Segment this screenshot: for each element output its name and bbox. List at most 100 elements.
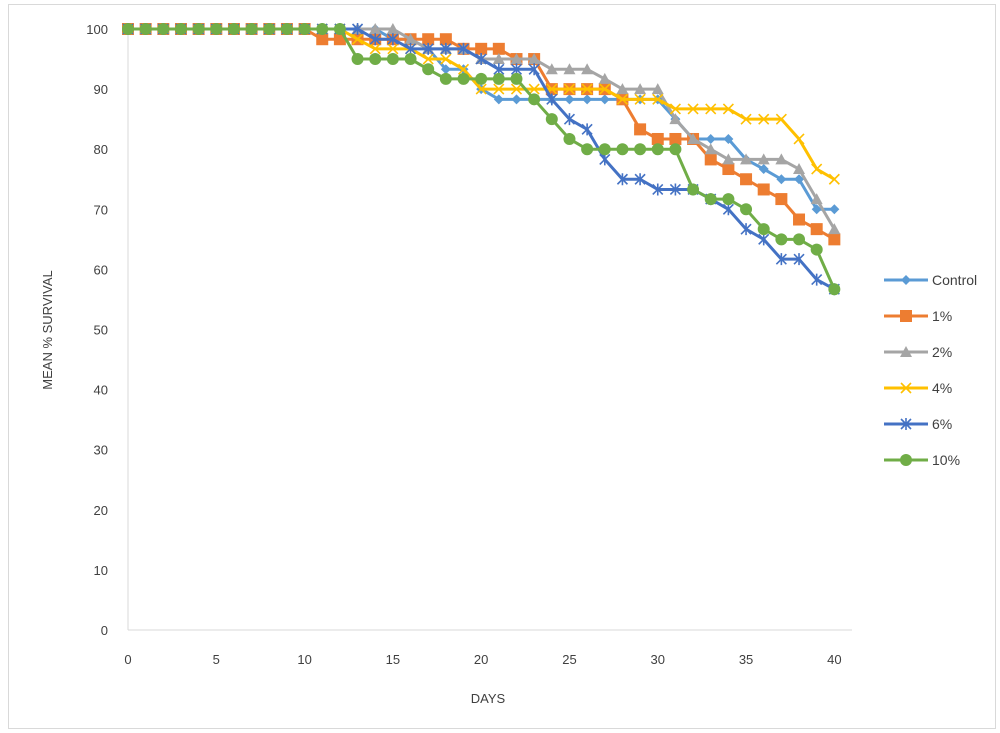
- data-point-4pct: [652, 93, 664, 105]
- data-point-2pct: [704, 143, 717, 155]
- data-point-1pct: [828, 233, 841, 246]
- data-point-6pct: [722, 203, 734, 216]
- legend-item-6pct: 6%: [884, 416, 952, 432]
- data-point-6pct: [652, 183, 664, 196]
- data-point-10pct: [545, 113, 558, 126]
- data-point-6pct: [758, 233, 770, 246]
- y-tick-label: 90: [94, 82, 108, 97]
- data-point-1pct: [810, 223, 823, 236]
- data-point-4pct: [634, 93, 646, 105]
- data-point-10pct: [139, 23, 152, 35]
- data-point-2pct: [775, 153, 788, 165]
- data-point-2pct: [634, 83, 647, 95]
- y-axis-title: MEAN % SURVIVAL: [40, 270, 55, 389]
- data-point-4pct: [669, 103, 681, 115]
- data-point-6pct: [563, 113, 576, 126]
- data-point-10pct: [439, 72, 452, 85]
- legend-label: Control: [932, 272, 977, 288]
- legend-item-4pct: 4%: [884, 380, 952, 396]
- data-point-10pct: [122, 23, 134, 35]
- data-point-10pct: [828, 283, 841, 296]
- data-point-control: [811, 204, 822, 215]
- data-point-6pct: [616, 173, 629, 186]
- data-point-control: [511, 94, 522, 105]
- legend-item-1pct: 1%: [884, 308, 952, 324]
- data-point-10pct: [174, 23, 187, 35]
- x-tick-label: 15: [386, 652, 400, 667]
- data-point-10pct: [333, 23, 346, 35]
- data-point-10pct: [369, 53, 382, 66]
- data-point-6pct: [475, 53, 487, 66]
- data-point-1pct: [475, 42, 488, 55]
- data-point-6pct: [351, 23, 364, 35]
- data-point-6pct: [811, 273, 823, 286]
- legend-label: 6%: [932, 416, 952, 432]
- data-point-4pct: [722, 103, 734, 115]
- legend: Control 1% 2% 4% 6% 10%: [884, 272, 977, 468]
- data-point-10pct: [810, 243, 823, 256]
- data-point-control: [564, 94, 575, 105]
- data-point-1pct: [316, 33, 329, 46]
- data-point-10pct: [651, 143, 664, 156]
- data-point-1pct: [422, 33, 435, 46]
- data-point-4pct: [828, 173, 840, 185]
- data-point-10pct: [457, 72, 470, 85]
- data-point-4pct: [581, 83, 593, 95]
- series-10pct: [122, 23, 841, 296]
- data-point-10pct: [316, 23, 329, 35]
- data-point-10pct: [492, 72, 505, 85]
- data-point-2pct: [722, 153, 735, 165]
- data-point-4pct: [705, 103, 717, 115]
- legend-marker-6pct: [900, 418, 912, 430]
- data-point-4pct: [528, 83, 540, 95]
- data-point-1pct: [651, 132, 664, 145]
- data-point-2pct: [581, 63, 594, 75]
- data-point-2pct: [616, 83, 629, 95]
- data-point-6pct: [669, 183, 681, 196]
- data-point-2pct: [369, 23, 382, 34]
- data-point-control: [829, 204, 840, 215]
- data-point-4pct: [510, 83, 523, 95]
- axes: [127, 29, 852, 631]
- data-point-10pct: [422, 63, 435, 76]
- data-point-1pct: [669, 132, 682, 145]
- data-point-6pct: [793, 253, 805, 266]
- data-point-4pct: [387, 43, 399, 55]
- data-point-1pct: [722, 163, 735, 176]
- data-point-2pct: [492, 53, 505, 65]
- data-point-6pct: [369, 33, 381, 46]
- data-point-2pct: [687, 132, 700, 144]
- data-point-10pct: [510, 72, 523, 85]
- data-point-6pct: [387, 33, 399, 46]
- data-point-4pct: [422, 53, 434, 65]
- data-point-4pct: [599, 83, 611, 95]
- data-point-6pct: [581, 123, 593, 136]
- data-point-6pct: [404, 42, 417, 55]
- data-point-1pct: [775, 193, 788, 206]
- data-point-10pct: [263, 23, 276, 35]
- legend-label: 4%: [932, 380, 952, 396]
- legend-marker-10pct: [900, 454, 912, 466]
- legend-label: 10%: [932, 452, 960, 468]
- data-point-6pct: [546, 93, 558, 106]
- data-point-2pct: [598, 72, 611, 84]
- data-point-10pct: [563, 132, 576, 145]
- data-point-10pct: [280, 23, 293, 35]
- legend-item-2pct: 2%: [884, 344, 952, 360]
- data-point-2pct: [404, 33, 417, 45]
- x-tick-labels: 0 5 10 15 20 25 30 35 40: [124, 652, 841, 667]
- legend-item-10pct: 10%: [884, 452, 960, 468]
- data-point-10pct: [581, 143, 594, 156]
- legend-label: 1%: [932, 308, 952, 324]
- x-tick-label: 40: [827, 652, 841, 667]
- data-point-6pct: [528, 63, 540, 76]
- data-point-2pct: [793, 163, 806, 175]
- data-point-10pct: [634, 143, 647, 156]
- y-tick-labels: 0 10 20 30 40 50 60 70 80 90 100: [86, 22, 108, 638]
- data-point-2pct: [386, 23, 399, 34]
- data-point-2pct: [563, 63, 576, 75]
- data-point-10pct: [210, 23, 223, 35]
- chart-frame: [8, 4, 996, 729]
- data-point-4pct: [351, 33, 364, 45]
- y-tick-label: 70: [94, 202, 108, 217]
